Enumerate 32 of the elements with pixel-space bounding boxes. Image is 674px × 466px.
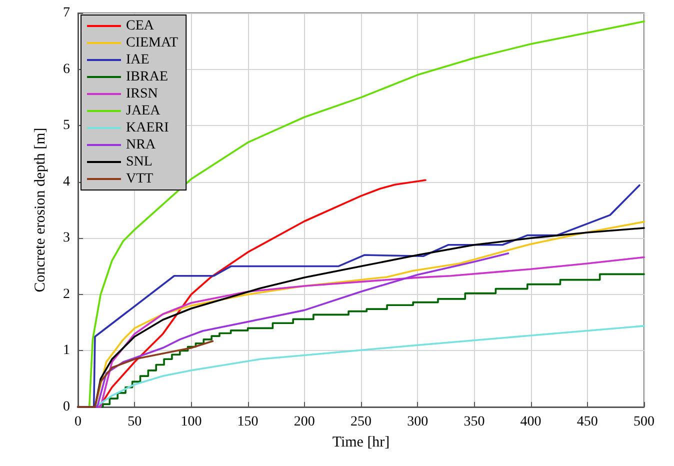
x-tick-label: 0 xyxy=(74,414,82,430)
x-tick-label: 200 xyxy=(294,414,315,430)
y-tick-label: 4 xyxy=(63,174,70,190)
legend-label: JAEA xyxy=(126,104,162,118)
x-axis-title: Time [hr] xyxy=(332,434,390,450)
y-tick-label: 2 xyxy=(63,286,70,302)
x-tick-label: 500 xyxy=(634,414,654,430)
x-tick-label: 450 xyxy=(576,414,598,430)
legend-label: VTT xyxy=(126,172,154,186)
y-tick-label: 0 xyxy=(63,400,70,414)
y-tick-label: 3 xyxy=(63,230,70,246)
legend-label: KAERI xyxy=(126,120,170,136)
y-tick-label: 5 xyxy=(63,118,70,134)
y-axis-title: Concrete erosion depth [m] xyxy=(32,128,48,292)
legend-label: IRSN xyxy=(126,86,158,102)
line-series xyxy=(77,340,214,408)
legend-label: CIEMAT xyxy=(126,36,179,50)
x-tick-label: 250 xyxy=(350,414,372,430)
x-tick-label: 50 xyxy=(128,414,142,430)
legend-label: CEA xyxy=(126,18,155,34)
legend-label: SNL xyxy=(126,154,152,170)
x-tick-label: 300 xyxy=(407,414,428,430)
y-tick-label: 6 xyxy=(63,62,70,77)
x-tick-label: 350 xyxy=(464,414,485,430)
y-tick-label: 1 xyxy=(63,343,70,358)
x-tick-label: 100 xyxy=(180,414,202,430)
x-tick-label: 400 xyxy=(520,414,542,430)
legend-label: IAE xyxy=(126,52,150,68)
y-tick-label: 7 xyxy=(63,6,70,20)
legend-label: IBRAE xyxy=(126,70,168,84)
legend-label: NRA xyxy=(126,138,156,152)
x-tick-label: 150 xyxy=(237,414,258,430)
